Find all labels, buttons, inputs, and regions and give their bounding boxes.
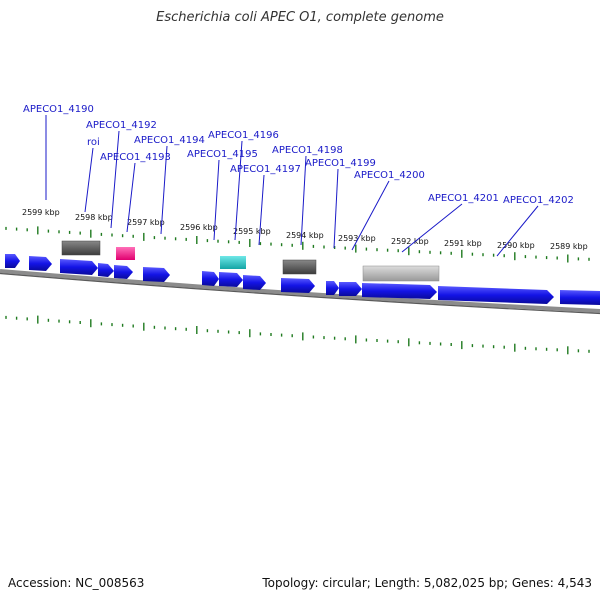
- leader-line: [110, 130, 120, 229]
- gene-label: APECO1_4199: [305, 158, 376, 169]
- kbp-label: 2595 kbp: [233, 227, 271, 236]
- genome-backbone: [0, 269, 600, 313]
- kbp-label: 2599 kbp: [22, 208, 60, 217]
- gene-arrow[interactable]: [281, 278, 315, 293]
- gene-label: APECO1_4201: [428, 193, 499, 204]
- gene-arrow[interactable]: [114, 265, 133, 279]
- gene-arrow[interactable]: [60, 259, 98, 275]
- leader-line: [84, 147, 94, 213]
- leader-line: [496, 205, 539, 257]
- kbp-label: 2593 kbp: [338, 234, 376, 243]
- leader-line: [351, 180, 390, 251]
- kbp-label: 2594 kbp: [286, 231, 324, 240]
- roi-box: [116, 247, 135, 260]
- leader-line: [160, 145, 168, 235]
- gene-arrow[interactable]: [560, 290, 600, 305]
- gene-arrow[interactable]: [326, 281, 339, 295]
- kbp-label: 2596 kbp: [180, 223, 218, 232]
- gene-label: APECO1_4193: [100, 152, 171, 163]
- kbp-label: 2597 kbp: [127, 218, 165, 227]
- genome-backbone-shadow: [0, 272, 600, 315]
- gene-arrow[interactable]: [98, 263, 114, 277]
- gene-label: APECO1_4195: [187, 149, 258, 160]
- gene-label: APECO1_4202: [503, 195, 574, 206]
- gene-arrow[interactable]: [243, 275, 266, 290]
- leader-line: [234, 140, 243, 241]
- kbp-label: 2589 kbp: [550, 242, 588, 251]
- gene-label: APECO1_4190: [23, 104, 94, 115]
- leader-line: [126, 162, 136, 233]
- gene-label: APECO1_4196: [208, 130, 279, 141]
- kbp-label: 2590 kbp: [497, 241, 535, 250]
- leader-lines: [45, 115, 539, 257]
- genome-summary-text: Topology: circular; Length: 5,082,025 bp…: [262, 576, 592, 590]
- leader-line: [401, 203, 463, 253]
- gene-arrow[interactable]: [219, 272, 243, 287]
- gene-label: roi: [87, 137, 100, 148]
- gene-label: APECO1_4198: [272, 145, 343, 156]
- genome-title: Escherichia coli APEC O1, complete genom…: [156, 10, 444, 25]
- leader-line: [258, 174, 265, 246]
- gene-label: APECO1_4197: [230, 164, 301, 175]
- kbp-label: 2591 kbp: [444, 239, 482, 248]
- gene-arrow[interactable]: [29, 256, 52, 271]
- feature-box-dark: [61, 240, 101, 256]
- gene-label: APECO1_4200: [354, 170, 425, 181]
- accession-text: Accession: NC_008563: [8, 576, 145, 590]
- gene-arrow[interactable]: [438, 286, 554, 304]
- gene-arrow[interactable]: [339, 282, 362, 296]
- leader-line: [333, 168, 339, 249]
- gene-arrow[interactable]: [362, 283, 437, 299]
- lower-tick-ruler: [5, 315, 590, 355]
- kbp-label: 2592 kbp: [391, 237, 429, 246]
- gene-label: APECO1_4192: [86, 120, 157, 131]
- gene-arrow[interactable]: [143, 267, 170, 282]
- leader-line: [213, 159, 220, 241]
- gene-arrow[interactable]: [5, 254, 20, 268]
- gene-track: [5, 254, 600, 305]
- feature-box-light: [362, 265, 440, 282]
- kbp-label: 2598 kbp: [75, 213, 113, 222]
- feature-box-dark: [282, 259, 317, 275]
- upper-tick-ruler: [5, 226, 590, 263]
- gene-arrow[interactable]: [202, 271, 219, 286]
- gene-label: APECO1_4194: [134, 135, 205, 146]
- leader-line: [300, 155, 307, 246]
- feature-box-teal: [220, 256, 246, 269]
